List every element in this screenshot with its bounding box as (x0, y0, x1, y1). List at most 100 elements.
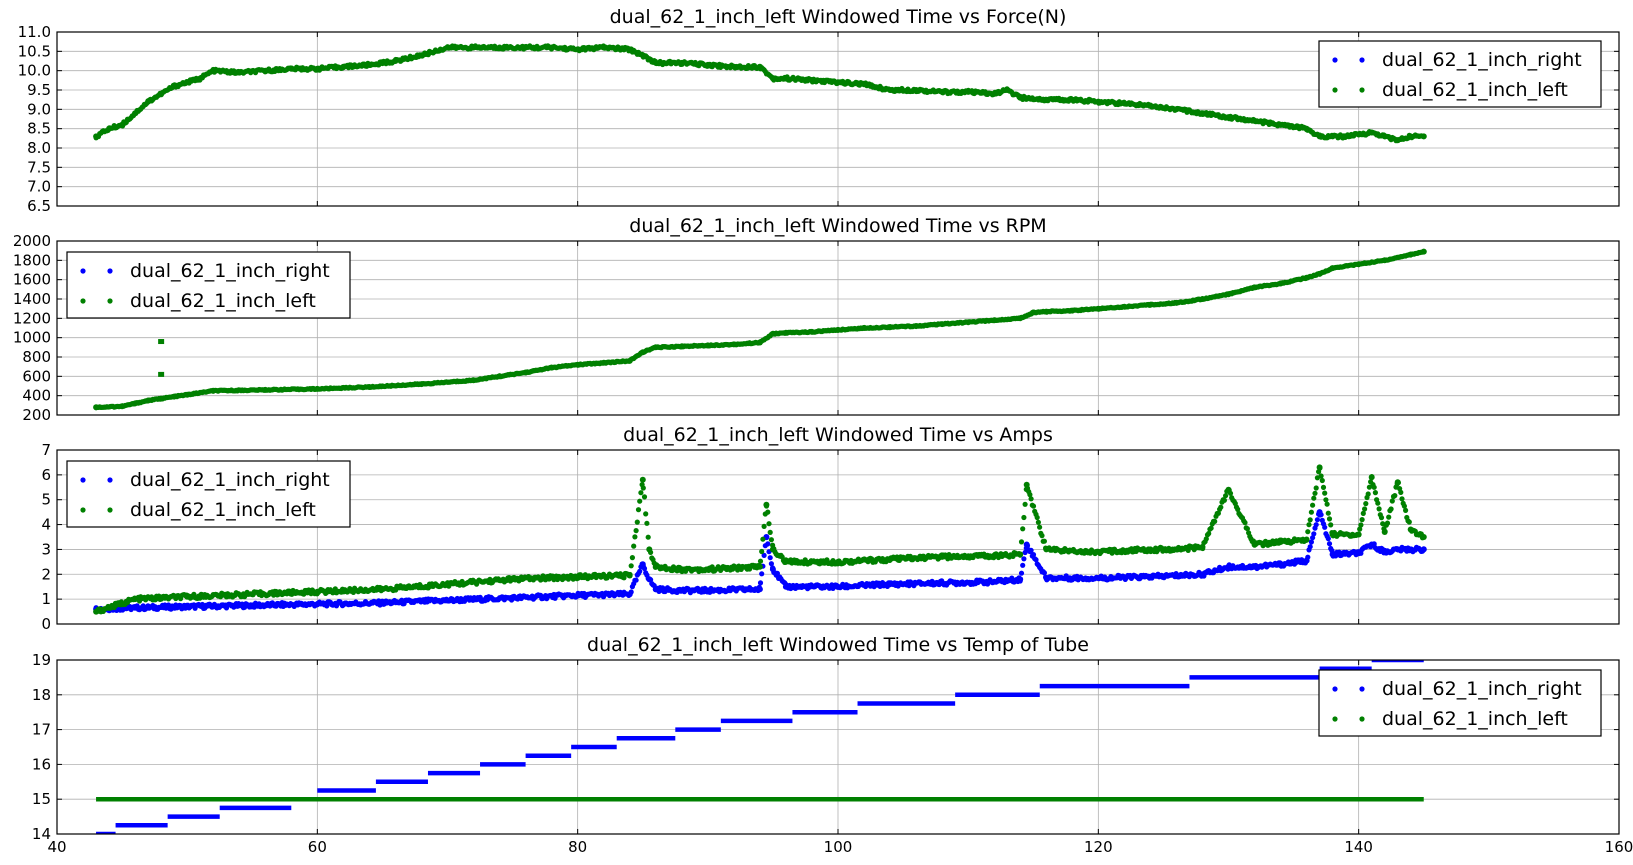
y-tick-label: 800 (22, 348, 51, 366)
rpm-panel: dual_62_1_inch_left Windowed Time vs RPM… (13, 215, 1620, 424)
data-point (631, 543, 637, 549)
legend-label: dual_62_1_inch_left (130, 290, 316, 312)
force-panel: dual_62_1_inch_left Windowed Time vs For… (18, 6, 1620, 215)
data-point (1303, 557, 1310, 564)
data-point (1199, 110, 1206, 117)
data-point (1311, 495, 1317, 501)
data-point (1310, 502, 1316, 508)
data-point (1095, 548, 1102, 555)
data-point (1215, 510, 1221, 516)
data-point (991, 578, 998, 585)
data-point (652, 344, 659, 351)
data-point (887, 87, 894, 93)
data-point (119, 121, 126, 128)
data-point (1355, 261, 1362, 268)
data-point (1401, 503, 1407, 509)
data-point (626, 357, 633, 364)
data-point (1406, 519, 1412, 525)
data-point (1375, 500, 1381, 506)
data-point (1360, 510, 1366, 516)
data-point (574, 361, 581, 368)
data-point (782, 558, 789, 565)
legend-marker (80, 268, 86, 274)
data-point (1121, 100, 1128, 107)
data-point (939, 88, 946, 95)
y-tick-label: 7.0 (27, 178, 51, 196)
data-point (1403, 507, 1409, 513)
data-point (470, 377, 477, 384)
plot-area (93, 43, 1427, 144)
y-tick-label: 6 (41, 466, 51, 484)
data-point (522, 44, 529, 51)
legend-marker (80, 298, 86, 304)
data-point (759, 571, 765, 577)
data-point (1407, 133, 1414, 140)
data-point (249, 591, 256, 598)
data-point (249, 602, 256, 609)
data-point (1323, 497, 1329, 503)
data-point (574, 46, 581, 53)
data-point (1043, 575, 1050, 581)
data-point (509, 594, 516, 601)
data-point (626, 591, 633, 598)
data-point (1329, 551, 1336, 558)
legend-label: dual_62_1_inch_right (1382, 678, 1582, 700)
data-point (548, 44, 555, 51)
data-point (1173, 106, 1180, 113)
data-point (93, 133, 100, 140)
series-dual_62_1_inch_left (93, 464, 1427, 615)
legend-marker (80, 477, 86, 483)
data-point (1394, 479, 1401, 486)
data-point (262, 67, 269, 74)
data-point (1225, 563, 1232, 570)
data-point (1095, 305, 1102, 312)
data-point (709, 564, 715, 570)
data-point (1020, 562, 1026, 568)
data-point (1225, 114, 1232, 121)
outlier-point (158, 339, 165, 345)
data-point (145, 98, 152, 105)
legend-marker (107, 507, 113, 513)
data-point (704, 61, 711, 68)
data-point (1020, 526, 1026, 532)
data-point (288, 65, 295, 72)
x-tick-label: 120 (1084, 838, 1113, 856)
data-point (1277, 121, 1284, 128)
data-point (379, 586, 386, 593)
y-tick-label: 1400 (13, 290, 51, 308)
data-point (1225, 291, 1232, 298)
data-point (93, 608, 100, 615)
data-point (678, 59, 685, 66)
data-point (652, 563, 659, 570)
data-point (1316, 133, 1323, 140)
data-point (774, 570, 781, 577)
data-point (600, 44, 607, 51)
y-tick-label: 1800 (13, 251, 51, 269)
data-point (1371, 484, 1377, 490)
data-point (477, 594, 483, 600)
data-point (1277, 561, 1284, 568)
data-point (652, 59, 659, 66)
series-dual_62_1_inch_right (93, 509, 1427, 614)
data-point (757, 558, 764, 564)
data-point (1242, 520, 1248, 526)
data-point (197, 75, 204, 82)
data-point (379, 599, 386, 606)
data-point (1305, 529, 1311, 535)
data-point (1022, 501, 1028, 507)
plot-area (96, 660, 1424, 834)
data-point (184, 593, 191, 600)
data-point (756, 339, 763, 346)
y-tick-label: 9.5 (27, 81, 51, 99)
data-point (1043, 546, 1050, 553)
data-point (637, 498, 643, 504)
data-point (1147, 546, 1154, 553)
data-point (1034, 514, 1040, 521)
data-point (171, 393, 178, 400)
data-point (939, 580, 946, 586)
data-point (210, 387, 217, 394)
data-point (1306, 522, 1312, 528)
y-tick-label: 18 (32, 686, 51, 704)
data-point (965, 88, 972, 95)
data-point (639, 52, 646, 59)
